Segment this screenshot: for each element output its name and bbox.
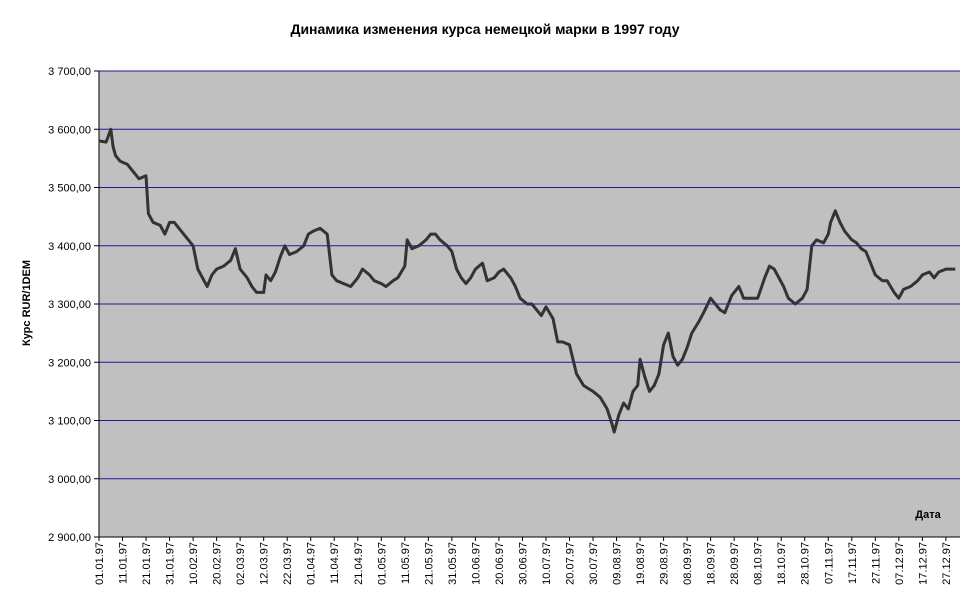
x-tick-label: 01.01.97 — [94, 542, 106, 585]
x-axis-label: Дата — [915, 509, 941, 521]
x-tick-label: 09.08.97 — [612, 542, 624, 585]
x-tick-label: 01.05.97 — [376, 542, 388, 585]
x-tick-label: 17.12.97 — [917, 542, 929, 585]
x-tick-label: 18.10.97 — [776, 542, 788, 585]
x-tick-label: 28.10.97 — [800, 542, 812, 585]
x-tick-label: 30.06.97 — [517, 542, 529, 585]
y-tick-label: 3 500,00 — [48, 183, 91, 195]
chart-title: Динамика изменения курса немецкой марки … — [290, 21, 680, 37]
y-tick-label: 3 100,00 — [48, 416, 91, 428]
y-tick-label: 3 600,00 — [48, 124, 91, 136]
x-tick-label: 02.03.97 — [235, 542, 247, 585]
x-tick-label: 11.04.97 — [329, 542, 341, 584]
x-tick-label: 08.10.97 — [753, 542, 765, 585]
x-tick-label: 21.05.97 — [423, 542, 435, 585]
x-tick-label: 12.03.97 — [259, 542, 271, 585]
x-tick-label: 27.12.97 — [941, 542, 953, 585]
y-tick-label: 3 700,00 — [48, 66, 91, 78]
x-tick-label: 20.02.97 — [212, 542, 224, 585]
y-tick-label: 3 200,00 — [48, 357, 91, 369]
y-tick-label: 3 000,00 — [48, 474, 91, 486]
x-tick-label: 11.01.97 — [118, 542, 130, 584]
x-tick-label: 27.11.97 — [870, 542, 882, 584]
y-tick-labels: 2 900,00 3 000,00 3 100,00 3 200,00 3 300,00… — [48, 66, 99, 544]
x-tick-label: 20.07.97 — [564, 542, 576, 585]
x-tick-label: 18.09.97 — [706, 542, 718, 585]
x-tick-label: 22.03.97 — [282, 542, 294, 585]
y-tick-label: 2 900,00 — [48, 532, 91, 544]
x-tick-label: 01.04.97 — [306, 542, 318, 585]
x-tick-label: 11.05.97 — [400, 542, 412, 584]
x-tick-label: 17.11.97 — [847, 542, 859, 584]
x-tick-label: 29.08.97 — [659, 542, 671, 585]
x-tick-label: 10.02.97 — [188, 542, 200, 585]
series-line — [98, 127, 956, 434]
gridlines — [99, 70, 960, 480]
x-tick-label: 31.01.97 — [165, 542, 177, 585]
y-tick-label: 3 300,00 — [48, 299, 91, 311]
x-tick-label: 07.12.97 — [894, 542, 906, 585]
x-tick-label: 20.06.97 — [494, 542, 506, 585]
x-tick-label: 30.07.97 — [588, 542, 600, 585]
x-tick-label: 19.08.97 — [635, 542, 647, 585]
x-tick-label: 07.11.97 — [823, 542, 835, 584]
x-tick-label: 31.05.97 — [447, 542, 459, 585]
x-tick-labels: 01.01.97 11.01.97 21.01.97 31.01.97 10.02.97… — [94, 537, 953, 585]
y-tick-label: 3 400,00 — [48, 241, 91, 253]
x-tick-label: 10.06.97 — [470, 542, 482, 585]
x-tick-label: 08.09.97 — [682, 542, 694, 585]
x-tick-label: 28.09.97 — [729, 542, 741, 585]
x-tick-label: 10.07.97 — [541, 542, 553, 585]
x-tick-label: 21.04.97 — [353, 542, 365, 585]
x-tick-label: 21.01.97 — [141, 542, 153, 585]
